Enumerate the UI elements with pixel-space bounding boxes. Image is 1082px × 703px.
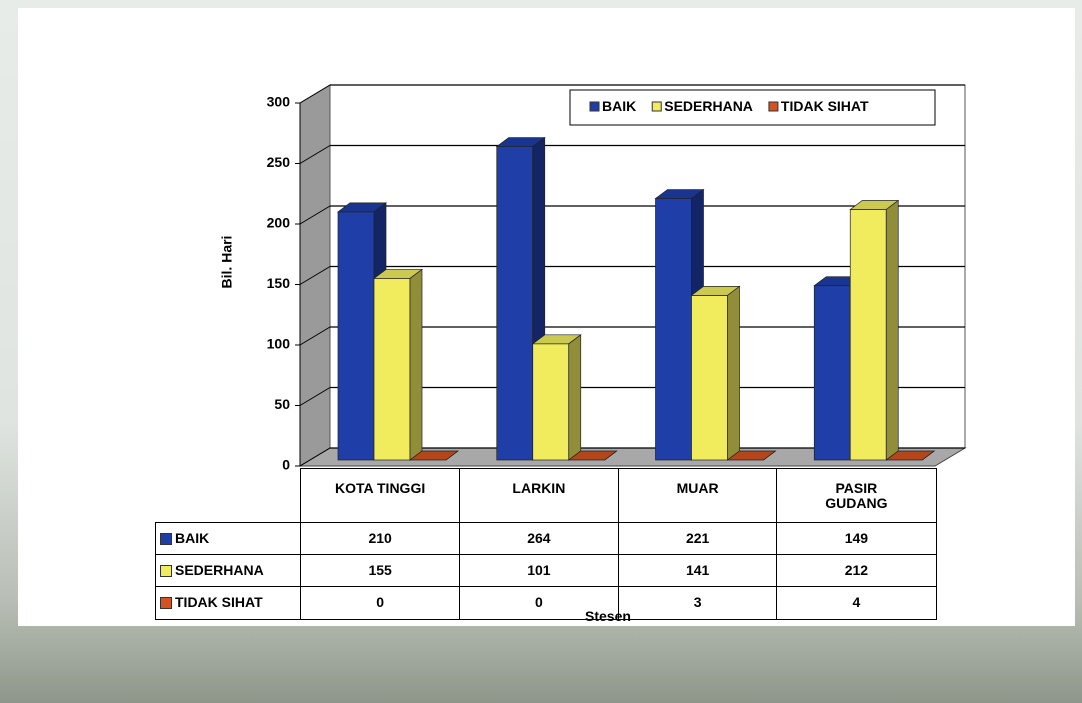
table-row-label: TIDAK SIHAT [175, 594, 263, 611]
table-cell: 264 [458, 522, 619, 556]
bar-side [604, 450, 617, 461]
table-row-label: SEDERHANA [175, 562, 264, 579]
grid-line [299, 326, 331, 346]
grid-line [299, 145, 331, 164]
table-cell: PASIR GUDANG [776, 468, 937, 523]
bar [496, 146, 534, 461]
table-cell: 141 [617, 554, 778, 588]
bar [337, 211, 375, 461]
table-row-header: SEDERHANA [155, 554, 302, 588]
bar [691, 295, 728, 461]
legend-swatch [160, 596, 172, 609]
bar [849, 209, 887, 461]
legend-label: SEDERHANA [664, 98, 753, 114]
table-row-label: BAIK [175, 530, 210, 547]
x-axis-label: Stesen [585, 608, 631, 624]
bar-side [445, 450, 459, 461]
legend-swatch [651, 101, 662, 112]
y-tick-label: 100 [267, 336, 291, 352]
table-cell: 221 [617, 522, 778, 556]
table-cell: 149 [776, 522, 937, 556]
bar [813, 285, 851, 461]
table-cell: MUAR [617, 468, 778, 523]
legend-box [569, 89, 936, 126]
table-cell: 212 [776, 554, 937, 588]
y-tick-label: 50 [274, 396, 290, 412]
legend-swatch [768, 101, 779, 112]
grid-line [299, 84, 331, 104]
bar [655, 198, 692, 461]
table-row-header: TIDAK SIHAT [155, 586, 302, 620]
table-cell: 155 [300, 554, 461, 588]
bar [532, 343, 570, 461]
table-cell: 101 [458, 554, 619, 588]
table-cell: 4 [776, 586, 937, 620]
grid-line [299, 266, 331, 285]
table-cell: KOTA TINGGI [300, 468, 461, 523]
grid-line [299, 205, 331, 225]
legend: BAIK SEDERHANA TIDAK SIHAT [569, 89, 936, 126]
table-cell: LARKIN [458, 468, 619, 523]
y-tick-label: 150 [267, 275, 291, 291]
y-tick-label: 200 [267, 215, 291, 231]
bar-side [409, 268, 423, 461]
legend-swatch [160, 532, 172, 545]
y-tick-label: 300 [267, 94, 291, 110]
bar-side [568, 334, 582, 461]
bar-side [763, 450, 776, 461]
grid-line [299, 447, 331, 467]
table-cell: 3 [617, 586, 778, 620]
legend-label: TIDAK SIHAT [781, 98, 869, 114]
bar-side [885, 199, 899, 461]
bar [373, 278, 411, 461]
legend-label: BAIK [602, 98, 636, 114]
y-axis-label: Bil. Hari [219, 236, 235, 289]
bar-side [727, 285, 740, 461]
grid-line [299, 387, 331, 406]
bar-side [922, 450, 935, 461]
legend-swatch [160, 564, 172, 577]
table-cell: 0 [300, 586, 461, 620]
table-cell: 210 [300, 522, 461, 556]
table-cell: 0 [458, 586, 619, 620]
y-tick-label: 0 [282, 457, 290, 473]
y-tick-label: 250 [267, 154, 291, 170]
table-row-header: BAIK [155, 522, 302, 556]
legend-swatch [589, 101, 600, 112]
